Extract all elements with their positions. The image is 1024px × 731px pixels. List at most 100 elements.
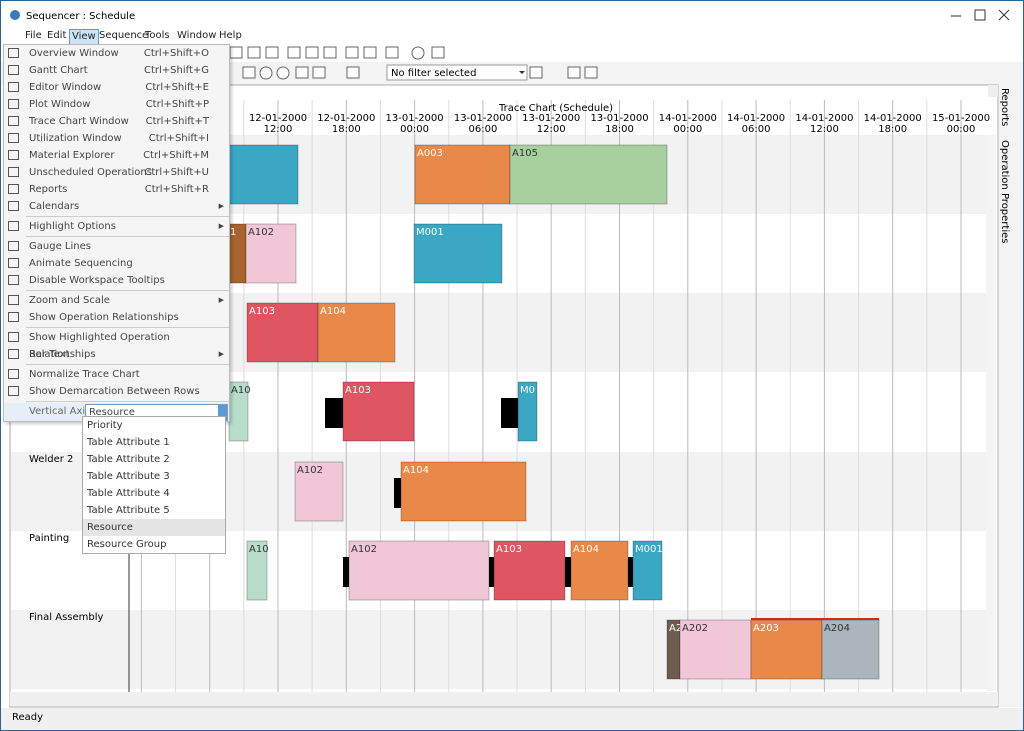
menu-item[interactable]: Utilization Window Ctrl+Shift+I (4, 130, 229, 147)
menu-bar-item[interactable]: Sequence (99, 30, 149, 41)
operation-bar[interactable] (679, 619, 752, 680)
operation-bar[interactable] (317, 302, 396, 363)
status-text: Ready (12, 712, 43, 723)
time-date-label: 14-01-2000 (864, 113, 922, 124)
bar-label: A202 (682, 623, 708, 634)
menu-shortcut: Ctrl+Shift+E (145, 82, 209, 93)
operation-bar[interactable] (414, 144, 511, 205)
operation-bar[interactable] (413, 223, 503, 284)
menu-item-label: Gauge Lines (29, 241, 91, 252)
time-date-label: 14-01-2000 (659, 113, 717, 124)
menu-item[interactable]: Zoom and Scale ▶ (4, 292, 229, 309)
menu-item-label: Trace Chart Window (29, 116, 129, 127)
combo-button[interactable] (218, 405, 227, 420)
menu-item[interactable]: Trace Chart Window Ctrl+Shift+T (4, 113, 229, 130)
operation-bar[interactable] (400, 461, 527, 522)
vertical-axis-option[interactable]: Priority (87, 420, 123, 431)
time-hour-label: 12:00 (537, 124, 566, 135)
operation-bar[interactable] (509, 144, 668, 205)
side-tab[interactable]: Reports (999, 88, 1010, 126)
menu-item[interactable]: Show Operation Relationships (4, 309, 229, 326)
row-label: Welder 2 (29, 454, 73, 465)
menu-icon (8, 99, 19, 109)
menu-separator (26, 327, 229, 328)
vertical-scrollbar[interactable] (986, 135, 996, 691)
operation-bar[interactable] (348, 540, 490, 601)
menu-item[interactable]: Calendars ▶ (4, 198, 229, 215)
close-button[interactable] (998, 9, 1010, 21)
menu-item[interactable]: Editor Window Ctrl+Shift+E (4, 79, 229, 96)
menu-item[interactable]: Gauge Lines (4, 238, 229, 255)
time-hour-label: 00:00 (673, 124, 702, 135)
menu-item[interactable]: Plot Window Ctrl+Shift+P (4, 96, 229, 113)
menu-bar-item[interactable]: Window (177, 30, 217, 41)
bar-label: A103 (249, 306, 275, 317)
vertical-axis-option[interactable]: Resource (83, 519, 225, 536)
link-marker (489, 557, 494, 587)
time-date-label: 12-01-2000 (317, 113, 375, 124)
operation-bar[interactable] (246, 540, 268, 601)
menu-item-label: Utilization Window (29, 133, 122, 144)
status-bar (1, 708, 1023, 730)
link-marker (325, 398, 343, 428)
side-tab[interactable]: Operation Properties (999, 140, 1010, 243)
menu-item[interactable]: Material Explorer Ctrl+Shift+M (4, 147, 229, 164)
menu-shortcut: Ctrl+Shift+M (143, 150, 209, 161)
vertical-axis-option[interactable]: Table Attribute 3 (87, 471, 170, 482)
bar-label: A203 (753, 623, 779, 634)
menu-item[interactable]: Overview Window Ctrl+Shift+O (4, 45, 229, 62)
vertical-axis-option[interactable]: Table Attribute 1 (87, 437, 170, 448)
operation-bar[interactable] (245, 223, 297, 284)
time-hour-label: 18:00 (878, 124, 907, 135)
operation-bar[interactable] (227, 144, 299, 205)
bar-label: A104 (403, 465, 429, 476)
menu-icon (8, 312, 19, 322)
menu-item[interactable]: Disable Workspace Tooltips (4, 272, 229, 289)
bar-label: A103 (496, 544, 522, 555)
vertical-axis-option[interactable]: Table Attribute 4 (87, 488, 170, 499)
link-marker (343, 557, 349, 587)
vertical-axis-option[interactable]: Resource Group (87, 539, 167, 550)
vertical-axis-option[interactable]: Table Attribute 2 (87, 454, 170, 465)
menu-icon (8, 369, 19, 379)
time-date-label: 13-01-2000 (522, 113, 580, 124)
menu-bar-item[interactable]: Help (219, 30, 242, 41)
menu-item-label: Disable Workspace Tooltips (29, 275, 165, 286)
operation-bar[interactable] (342, 381, 415, 442)
row-label: Final Assembly (29, 612, 104, 623)
time-date-label: 13-01-2000 (386, 113, 444, 124)
menu-item[interactable]: Bar Text ▶ (4, 346, 229, 363)
bar-label: A102 (297, 465, 323, 476)
operation-bar[interactable] (517, 381, 538, 442)
menu-item[interactable]: Unscheduled Operations Ctrl+Shift+U (4, 164, 229, 181)
time-date-label: 15-01-2000 (932, 113, 990, 124)
menu-bar-item[interactable]: File (25, 30, 42, 41)
menu-item[interactable]: Highlight Options ▶ (4, 218, 229, 235)
menu-bar-item[interactable]: Tools (145, 30, 170, 41)
maximize-button[interactable] (974, 9, 986, 21)
menu-bar-item[interactable]: View (69, 29, 99, 45)
operation-bar[interactable] (294, 461, 344, 522)
operation-bar[interactable] (750, 619, 823, 680)
horizontal-scrollbar[interactable] (10, 692, 998, 706)
menu-item[interactable]: Show Demarcation Between Rows (4, 383, 229, 400)
scroll-corner (988, 85, 998, 97)
dropdown-arrow (519, 71, 525, 74)
time-hour-label: 18:00 (332, 124, 361, 135)
link-marker (394, 478, 401, 508)
menu-item[interactable]: Show Highlighted Operation Relationships (4, 329, 229, 360)
menu-shortcut: Ctrl+Shift+T (145, 116, 209, 127)
link-marker (501, 398, 518, 428)
menu-item[interactable]: Gantt Chart Ctrl+Shift+G (4, 62, 229, 79)
filter-dropdown[interactable] (386, 64, 528, 81)
time-date-label: 12-01-2000 (249, 113, 307, 124)
vertical-axis-option[interactable]: Table Attribute 5 (87, 505, 170, 516)
operation-bar[interactable] (632, 540, 663, 601)
menu-item[interactable]: Animate Sequencing (4, 255, 229, 272)
time-hour-label: 12:00 (810, 124, 839, 135)
menu-bar-item[interactable]: Edit (47, 30, 67, 41)
menu-shortcut: Ctrl+Shift+P (145, 99, 209, 110)
menu-item[interactable]: Reports Ctrl+Shift+R (4, 181, 229, 198)
menu-item[interactable]: Normalize Trace Chart (4, 366, 229, 383)
